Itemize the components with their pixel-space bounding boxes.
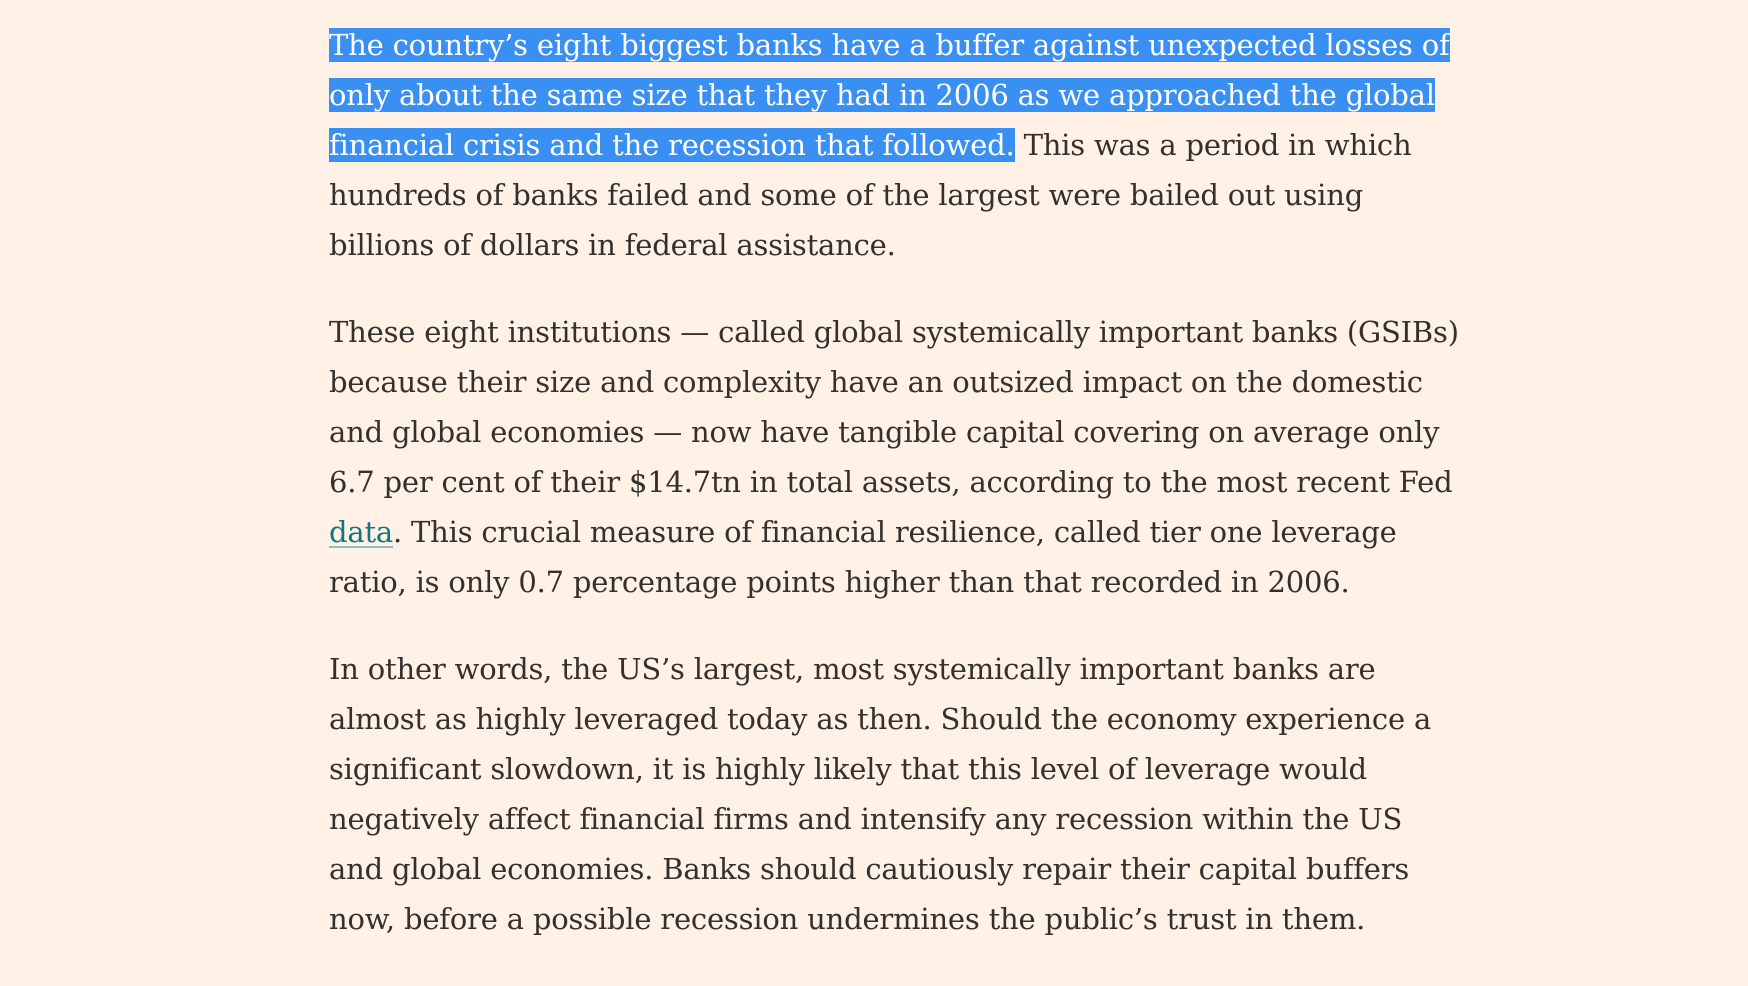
paragraph-3: In other words, the US’s largest, most s… — [329, 652, 1432, 936]
paragraph-2-text-before-link: These eight institutions — called global… — [329, 315, 1459, 499]
paragraph-1-rest: This was a period in which hundreds of b… — [329, 128, 1412, 262]
paragraph-2-text-after-link: . This crucial measure of financial resi… — [329, 515, 1397, 599]
article-body: The country’s eight biggest banks have a… — [329, 20, 1459, 981]
fed-data-link[interactable]: data — [329, 515, 393, 549]
paragraph-2: These eight institutions — called global… — [329, 307, 1459, 607]
paragraph-1[interactable]: The country’s eight biggest banks have a… — [329, 20, 1459, 270]
selected-text[interactable]: The country’s eight biggest banks have a… — [329, 28, 1450, 162]
